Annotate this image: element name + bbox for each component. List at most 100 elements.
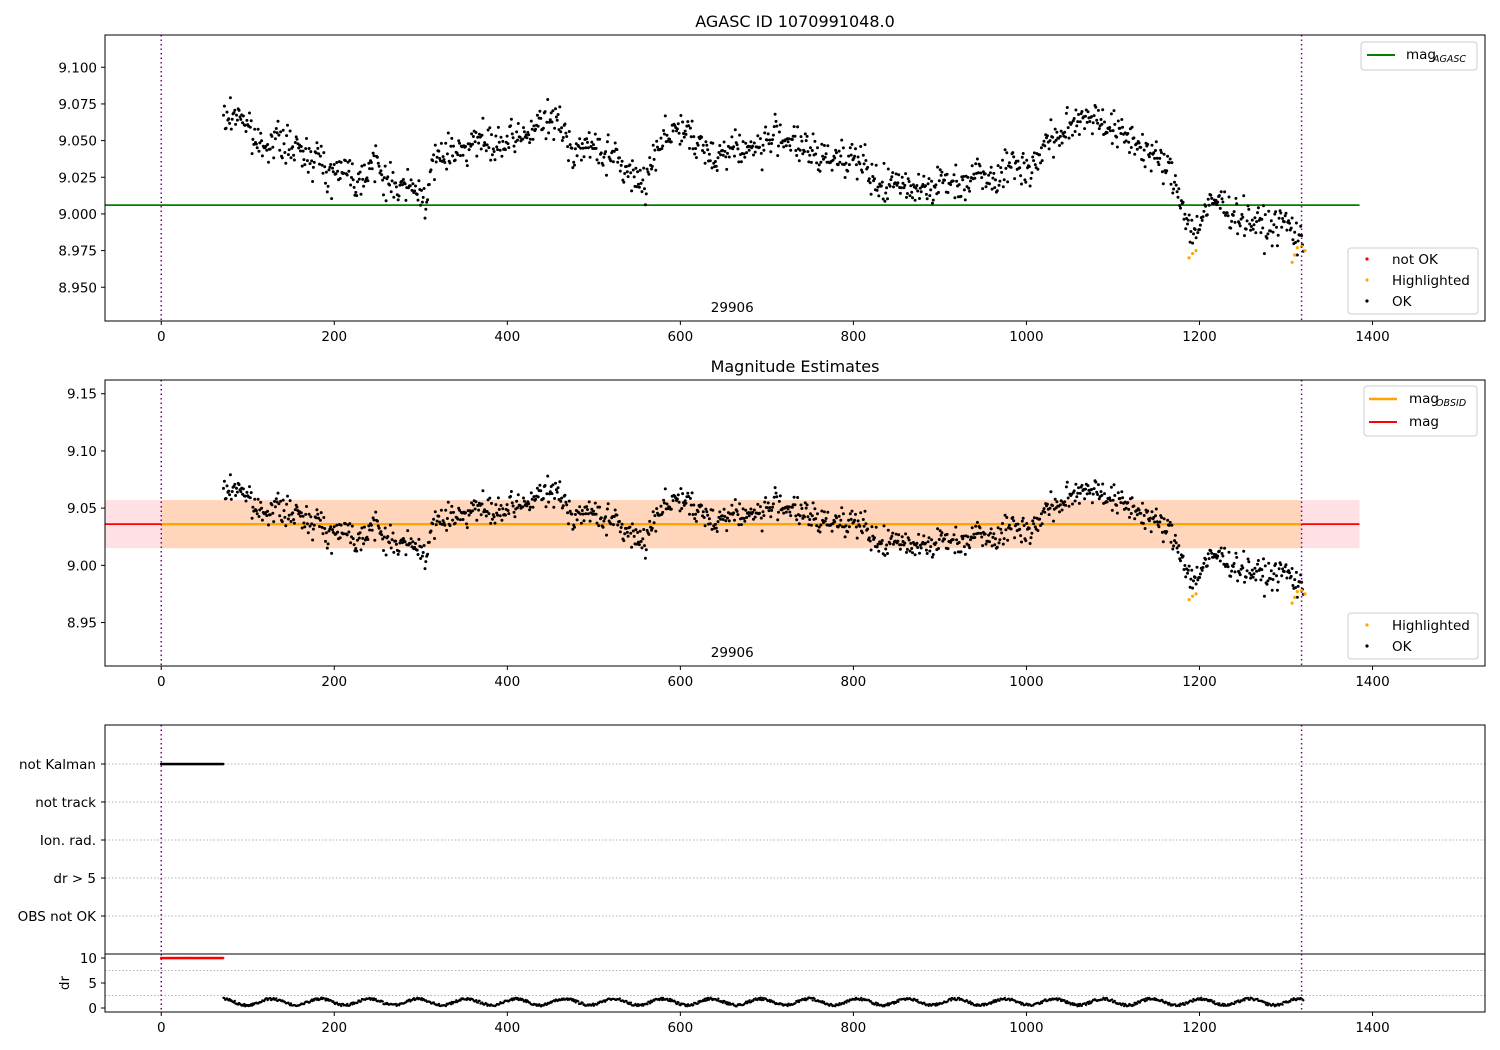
data-point [488,496,492,500]
data-point [858,162,862,166]
data-point [568,143,572,147]
data-point [1189,230,1193,233]
data-point [1176,550,1180,554]
data-point [951,179,955,183]
data-point [1153,156,1157,160]
data-point [566,511,570,515]
data-point [620,522,624,526]
data-point [528,505,532,509]
data-point [640,546,644,550]
data-point [1179,206,1182,210]
data-point [401,537,405,540]
data-point [661,510,665,514]
data-point [489,158,493,162]
data-point [859,145,863,148]
data-point [759,516,763,520]
dr-point [1232,1002,1236,1006]
data-point [876,185,880,189]
data-point [222,113,225,117]
data-point [225,110,229,114]
data-point [1225,211,1229,215]
data-point [635,185,639,189]
data-point [1011,516,1015,519]
data-point [248,485,251,489]
data-point [883,553,887,557]
data-point [1048,506,1052,510]
data-point [522,126,525,130]
data-point [543,110,547,114]
data-point [367,524,371,528]
data-point [561,136,565,139]
data-point [638,168,642,172]
data-point [539,489,543,493]
data-point [1289,574,1293,578]
data-point [927,536,931,540]
data-point [938,168,942,172]
data-point [689,503,693,507]
data-point [818,530,822,534]
data-point [473,140,477,144]
data-point [975,520,979,524]
data-point [708,522,712,526]
data-point [1086,110,1090,114]
dr-point [1264,1001,1267,1004]
data-point [908,549,912,553]
data-point [769,515,773,519]
data-point [449,144,453,148]
data-point [237,108,241,112]
data-point [1141,158,1145,162]
data-point [1139,145,1143,149]
data-point [499,504,503,507]
data-point [629,171,633,175]
data-point [599,151,603,155]
data-point [239,490,243,494]
data-point [299,145,303,148]
data-point [1080,483,1084,487]
data-point [835,151,838,155]
data-point [936,527,940,531]
data-point [456,153,460,157]
data-point [979,531,983,535]
data-point [1073,130,1077,133]
data-point [662,132,666,136]
data-point [473,507,477,511]
data-point [256,127,260,131]
data-point [681,120,685,124]
data-point [1036,529,1040,532]
data-point [636,531,640,534]
dr-point [810,996,814,1000]
data-point [929,545,933,549]
data-point [1157,163,1161,167]
data-point [819,523,823,527]
data-point [922,174,926,178]
data-point [962,188,966,192]
data-point [756,134,760,138]
dr-point [374,998,377,1001]
data-point [858,524,862,528]
data-point [811,132,815,136]
dr-point [618,997,621,1000]
data-point [1294,241,1297,244]
data-point [288,499,292,503]
data-point [841,512,845,516]
data-point [775,124,779,128]
obsid-label: 29906 [711,300,754,316]
data-point [535,113,539,117]
data-point [1064,135,1068,139]
data-point [694,512,698,516]
data-point [611,523,615,527]
data-point [645,167,649,171]
data-point [315,508,319,512]
data-point [972,532,976,536]
data-point [357,177,361,181]
data-point [609,522,613,526]
data-point [1265,582,1269,586]
data-point [661,144,665,148]
data-point [1178,204,1182,208]
agasc-magnitude-panel: AGASC ID 1070991048.0 0 200 400 600 800 1000 1… [58,12,1486,345]
data-point [807,523,811,527]
data-point [1243,580,1246,584]
data-point [770,508,774,512]
data-point [962,534,966,538]
flag-label: OBS not OK [18,909,98,925]
